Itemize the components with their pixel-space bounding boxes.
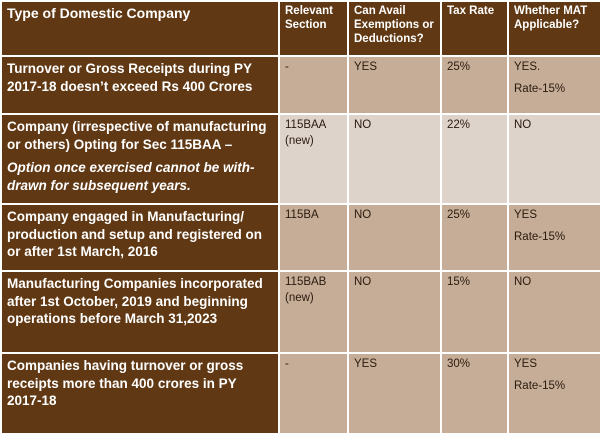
cell-text: - — [285, 61, 289, 73]
table-row: Company (irrespective of manufacturing o… — [0, 112, 600, 206]
cell-text: 25% — [447, 209, 471, 222]
table-row: Manufacturing Companies incorporated aft… — [0, 270, 600, 355]
table-cell: 30% — [440, 352, 509, 435]
table-cell: - — [278, 352, 349, 435]
table-cell: NO — [347, 203, 442, 273]
header-cell: Type of Domestic Company — [0, 0, 280, 57]
cell-text: YES — [354, 358, 378, 371]
table-cell: Turnover or Gross Receipts during PY 201… — [0, 55, 280, 115]
table-cell: 22% — [440, 112, 509, 206]
header-row: Type of Domestic Company Relevant Section… — [0, 0, 600, 57]
cell-text: Option once exercised cannot be with-dra… — [7, 160, 255, 193]
table-cell: NO — [507, 270, 600, 355]
cell-text: 115BAA (new) — [285, 119, 326, 147]
table-body: Turnover or Gross Receipts during PY 201… — [0, 55, 600, 435]
header-cell: Can Avail Exemptions or Deductions? — [347, 0, 442, 57]
cell-text: NO — [354, 276, 372, 289]
header-cell: Tax Rate — [440, 0, 509, 57]
cell-text: 22% — [447, 119, 471, 131]
table-cell: YES Rate-15% — [507, 203, 600, 273]
table-cell: 115BAB (new) — [278, 270, 349, 355]
cell-text: Rate-15% — [514, 230, 566, 243]
table-cell: NO — [347, 112, 442, 206]
cell-text: NO — [354, 119, 372, 131]
table-cell: Company engaged in Manufacturing/ produc… — [0, 203, 280, 273]
cell-text: YES — [514, 358, 538, 371]
cell-text: 115BA — [285, 209, 319, 222]
cell-text: 115BAB (new) — [285, 276, 327, 304]
header-cell: Relevant Section — [278, 0, 349, 57]
cell-text: 15% — [447, 276, 471, 289]
table-cell: 25% — [440, 55, 509, 115]
table-cell: Companies having turnover or gross recei… — [0, 352, 280, 435]
cell-text: Manufacturing Companies incorporated aft… — [7, 276, 263, 327]
header-cell: Whether MAT Applicable? — [507, 0, 600, 57]
table-row: Companies having turnover or gross recei… — [0, 352, 600, 435]
cell-text: NO — [354, 209, 372, 222]
cell-text: Company engaged in Manufacturing/ produc… — [7, 209, 263, 260]
cell-text: Company (irrespective of manufacturing o… — [7, 119, 267, 152]
table-cell: YES — [347, 352, 442, 435]
table-cell: 115BAA (new) — [278, 112, 349, 206]
cell-text: NO — [514, 119, 532, 131]
cell-text: YES. — [514, 61, 541, 73]
table-cell: YES Rate-15% — [507, 352, 600, 435]
cell-text: 25% — [447, 61, 471, 73]
table-cell: YES — [347, 55, 442, 115]
cell-text: YES — [354, 61, 378, 73]
table-cell: Manufacturing Companies incorporated aft… — [0, 270, 280, 355]
table-row: Turnover or Gross Receipts during PY 201… — [0, 55, 600, 115]
table-cell: NO — [347, 270, 442, 355]
table-cell: 115BA — [278, 203, 349, 273]
table-cell: YES. Rate-15% — [507, 55, 600, 115]
cell-text: Turnover or Gross Receipts during PY 201… — [7, 61, 253, 94]
table-cell: NO — [507, 112, 600, 206]
cell-text: Companies having turnover or gross recei… — [7, 358, 244, 409]
table-cell: Company (irrespective of manufacturing o… — [0, 112, 280, 206]
table-cell: 15% — [440, 270, 509, 355]
cell-text: YES — [514, 209, 538, 222]
cell-text: NO — [514, 276, 532, 289]
cell-text: Rate-15% — [514, 379, 566, 392]
table-row: Company engaged in Manufacturing/ produc… — [0, 203, 600, 273]
cell-text: Rate-15% — [514, 82, 566, 95]
cell-text: 30% — [447, 358, 471, 371]
cell-text: - — [285, 358, 289, 371]
table-cell: - — [278, 55, 349, 115]
table-cell: 25% — [440, 203, 509, 273]
